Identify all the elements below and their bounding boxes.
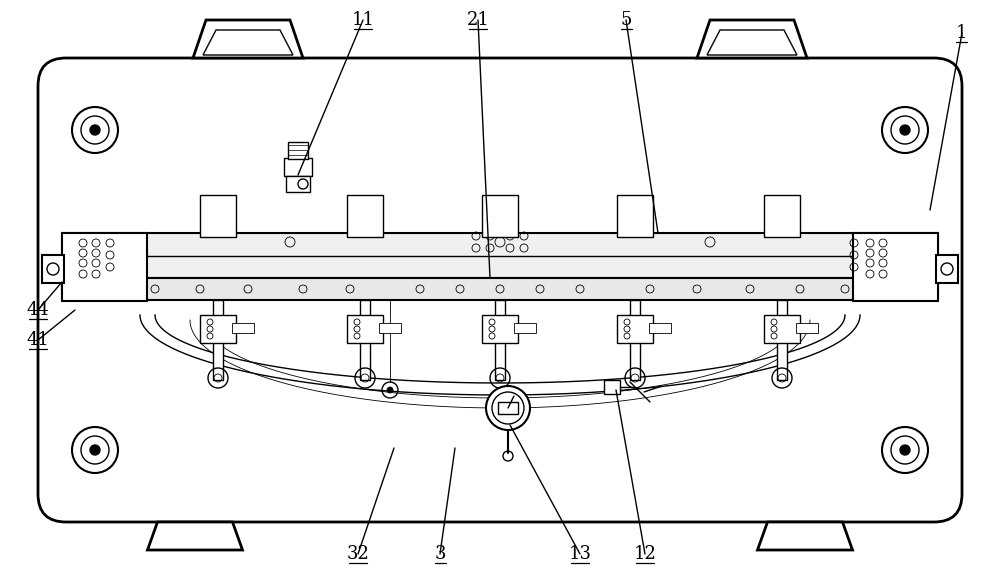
Text: 3: 3 <box>434 545 446 563</box>
Bar <box>796 323 818 333</box>
Bar <box>284 158 312 176</box>
Text: 12: 12 <box>634 545 656 563</box>
Bar <box>764 195 800 237</box>
Bar <box>495 300 505 380</box>
Bar <box>604 380 620 394</box>
Bar <box>347 195 383 237</box>
Text: 13: 13 <box>568 545 592 563</box>
Bar <box>62 233 147 301</box>
Bar <box>200 315 236 343</box>
Polygon shape <box>697 20 807 58</box>
Bar <box>288 142 308 159</box>
Bar <box>853 233 938 301</box>
Text: 1: 1 <box>956 24 968 42</box>
Bar <box>482 315 518 343</box>
Bar <box>777 300 787 380</box>
Text: 5: 5 <box>620 11 632 29</box>
Circle shape <box>882 107 928 153</box>
Circle shape <box>81 116 109 144</box>
Bar <box>498 402 518 414</box>
Circle shape <box>492 392 524 424</box>
Bar <box>286 176 310 192</box>
Bar <box>764 315 800 343</box>
Polygon shape <box>193 20 303 58</box>
Polygon shape <box>148 522 243 550</box>
Circle shape <box>891 116 919 144</box>
Bar <box>347 315 383 343</box>
Bar <box>617 195 653 237</box>
Polygon shape <box>203 30 293 55</box>
Bar <box>630 300 640 380</box>
Circle shape <box>900 125 910 135</box>
Bar <box>232 323 254 333</box>
Bar <box>200 195 236 237</box>
Circle shape <box>387 387 393 393</box>
Bar <box>649 323 671 333</box>
Bar <box>62 278 938 300</box>
Bar <box>213 300 223 380</box>
Bar <box>936 255 958 283</box>
Text: 32: 32 <box>347 545 369 563</box>
Bar <box>42 255 64 283</box>
Bar <box>62 233 938 278</box>
Circle shape <box>90 445 100 455</box>
Bar <box>482 195 518 237</box>
Circle shape <box>900 445 910 455</box>
Circle shape <box>891 436 919 464</box>
Circle shape <box>81 436 109 464</box>
Bar <box>360 300 370 380</box>
Circle shape <box>486 386 530 430</box>
Polygon shape <box>707 30 797 55</box>
Circle shape <box>882 427 928 473</box>
Text: 41: 41 <box>27 331 49 349</box>
FancyBboxPatch shape <box>38 58 962 522</box>
Bar <box>514 323 536 333</box>
Bar <box>617 315 653 343</box>
Text: 21: 21 <box>467 11 489 29</box>
Circle shape <box>72 107 118 153</box>
Polygon shape <box>758 522 852 550</box>
Circle shape <box>90 125 100 135</box>
Text: 44: 44 <box>27 301 49 319</box>
Text: 11: 11 <box>352 11 375 29</box>
Bar <box>379 323 401 333</box>
Circle shape <box>72 427 118 473</box>
